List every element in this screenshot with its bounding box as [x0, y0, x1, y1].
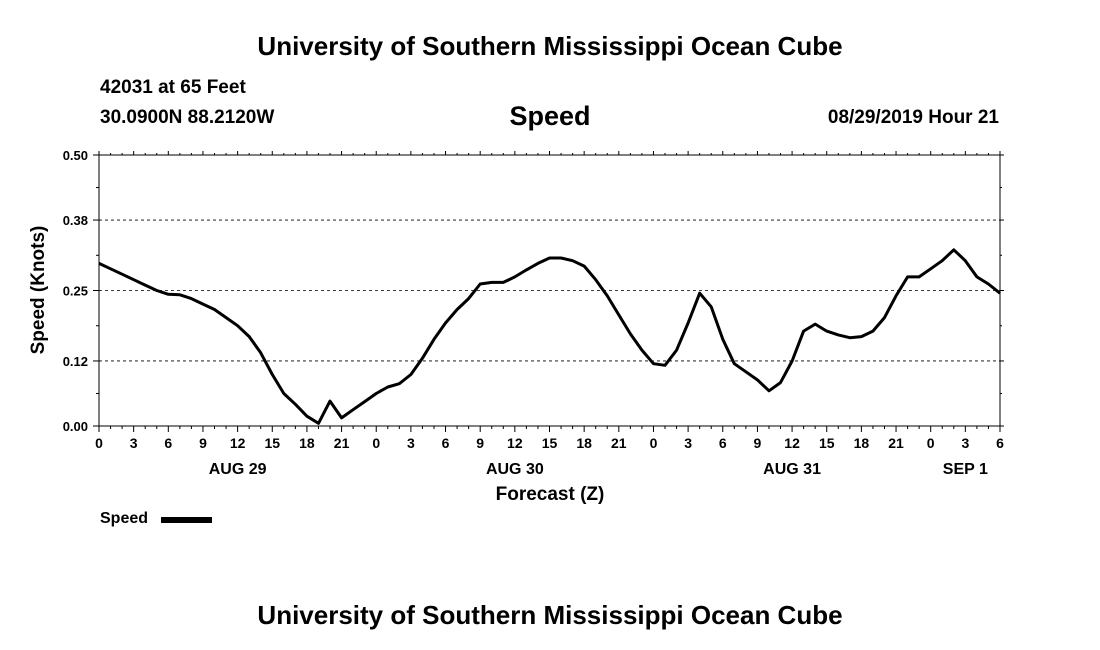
- x-tick-label: 0: [650, 435, 658, 451]
- y-tick-label: 0.00: [63, 419, 88, 434]
- x-tick-label: 15: [264, 435, 280, 451]
- station-label: 42031 at 65 Feet: [100, 77, 246, 98]
- x-tick-label: 21: [611, 435, 627, 451]
- x-tick-label: 0: [372, 435, 380, 451]
- y-axis-title: Speed (Knots): [28, 226, 49, 355]
- y-tick-label: 0.38: [63, 213, 88, 228]
- y-tick-label: 0.50: [63, 148, 88, 163]
- x-tick-label: 3: [684, 435, 692, 451]
- legend-swatch: [161, 517, 212, 523]
- x-tick-label: 18: [854, 435, 870, 451]
- location-label: 30.0900N 88.2120W: [100, 107, 275, 128]
- x-tick-label: 3: [961, 435, 969, 451]
- x-tick-label: 6: [442, 435, 450, 451]
- x-tick-label: 9: [476, 435, 484, 451]
- x-tick-label: 12: [507, 435, 523, 451]
- x-tick-label: 0: [95, 435, 103, 451]
- y-tick-label: 0.12: [63, 354, 88, 369]
- x-tick-label: 3: [130, 435, 138, 451]
- y-tick-label: 0.25: [63, 284, 88, 299]
- x-tick-label: 12: [784, 435, 800, 451]
- header-title: University of Southern Mississippi Ocean…: [257, 31, 843, 61]
- day-label: AUG 29: [209, 461, 267, 478]
- axis-labels: 0.00 0.12 0.25 0.38 0.50 0 3 6 9 12 15 18 21 0 3 6 9 12 15…: [63, 148, 1004, 478]
- footer-title: University of Southern Mississippi Ocean…: [257, 600, 843, 630]
- chart-title: Speed: [509, 101, 591, 131]
- speed-series-line: [98, 248, 1001, 425]
- day-label: SEP 1: [943, 461, 988, 478]
- x-tick-label: 6: [996, 435, 1004, 451]
- series: [98, 248, 1001, 425]
- x-tick-label: 3: [407, 435, 415, 451]
- axis-ticks: [93, 151, 1004, 432]
- day-label: AUG 31: [763, 461, 821, 478]
- datetime-label: 08/29/2019 Hour 21: [827, 107, 999, 128]
- x-tick-label: 12: [230, 435, 246, 451]
- x-tick-label: 21: [334, 435, 350, 451]
- x-tick-label: 6: [719, 435, 727, 451]
- x-tick-label: 9: [754, 435, 762, 451]
- day-label: AUG 30: [486, 461, 544, 478]
- x-tick-label: 18: [576, 435, 592, 451]
- x-tick-label: 15: [542, 435, 558, 451]
- x-axis-title: Forecast (Z): [496, 484, 605, 505]
- x-tick-label: 9: [199, 435, 207, 451]
- x-tick-label: 15: [819, 435, 835, 451]
- x-tick-label: 6: [164, 435, 172, 451]
- x-tick-label: 0: [927, 435, 935, 451]
- legend-label: Speed: [100, 510, 149, 527]
- x-tick-label: 21: [888, 435, 904, 451]
- x-tick-label: 18: [299, 435, 315, 451]
- grid: [99, 219, 1000, 362]
